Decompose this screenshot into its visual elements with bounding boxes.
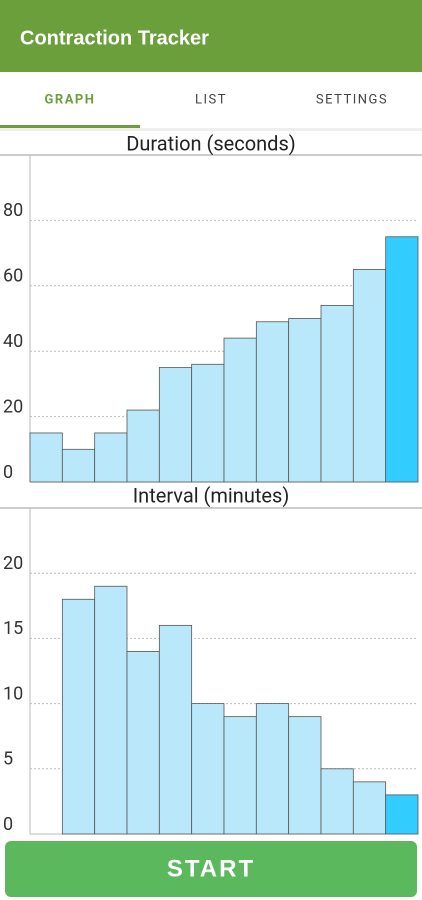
chart-title: Interval (minutes) [133,483,290,507]
bar [158,367,193,483]
bar [191,703,225,835]
app-title: Contraction Tracker [20,27,209,49]
tab[interactable]: GRAPH [45,92,96,107]
bar [320,768,354,835]
bar [255,321,290,483]
y-tick-label: 80 [3,200,23,221]
bar [61,598,96,835]
y-tick-label: 15 [3,618,23,639]
tab[interactable]: LIST [195,92,227,107]
bar [352,269,387,483]
bar [191,363,225,483]
y-tick-label: 0 [3,814,13,835]
bar [288,318,322,483]
tab-shadow [0,128,422,131]
bar [255,703,290,835]
bar [29,432,63,483]
y-tick-label: 5 [3,749,13,770]
chart-title: Duration (seconds) [126,131,296,155]
bar [126,651,160,835]
tab[interactable]: SETTINGS [316,92,388,107]
bar [385,236,419,483]
tab-indicator [0,125,140,128]
bar [94,585,128,835]
bar [385,794,419,835]
chart: Interval (minutes) 0 5 10 15 20 [0,483,422,835]
bar [320,305,354,483]
tab-bar [0,72,422,128]
y-tick-label: 10 [3,683,23,704]
start-label[interactable]: START [167,855,255,882]
chart: Duration (seconds) 0 20 40 60 80 [0,131,422,483]
bar [223,337,257,483]
bar [94,432,128,483]
y-tick-label: 20 [3,553,23,574]
bar [61,448,96,483]
y-tick-label: 0 [3,462,13,483]
y-tick-label: 40 [3,331,23,352]
bar [352,781,387,835]
bar [126,409,160,483]
start-button[interactable] [5,841,417,897]
y-tick-label: 20 [3,396,23,417]
app-bar [0,0,422,72]
y-tick-label: 60 [3,266,23,287]
bar [288,716,322,835]
bar [158,624,193,835]
bar [223,716,257,835]
